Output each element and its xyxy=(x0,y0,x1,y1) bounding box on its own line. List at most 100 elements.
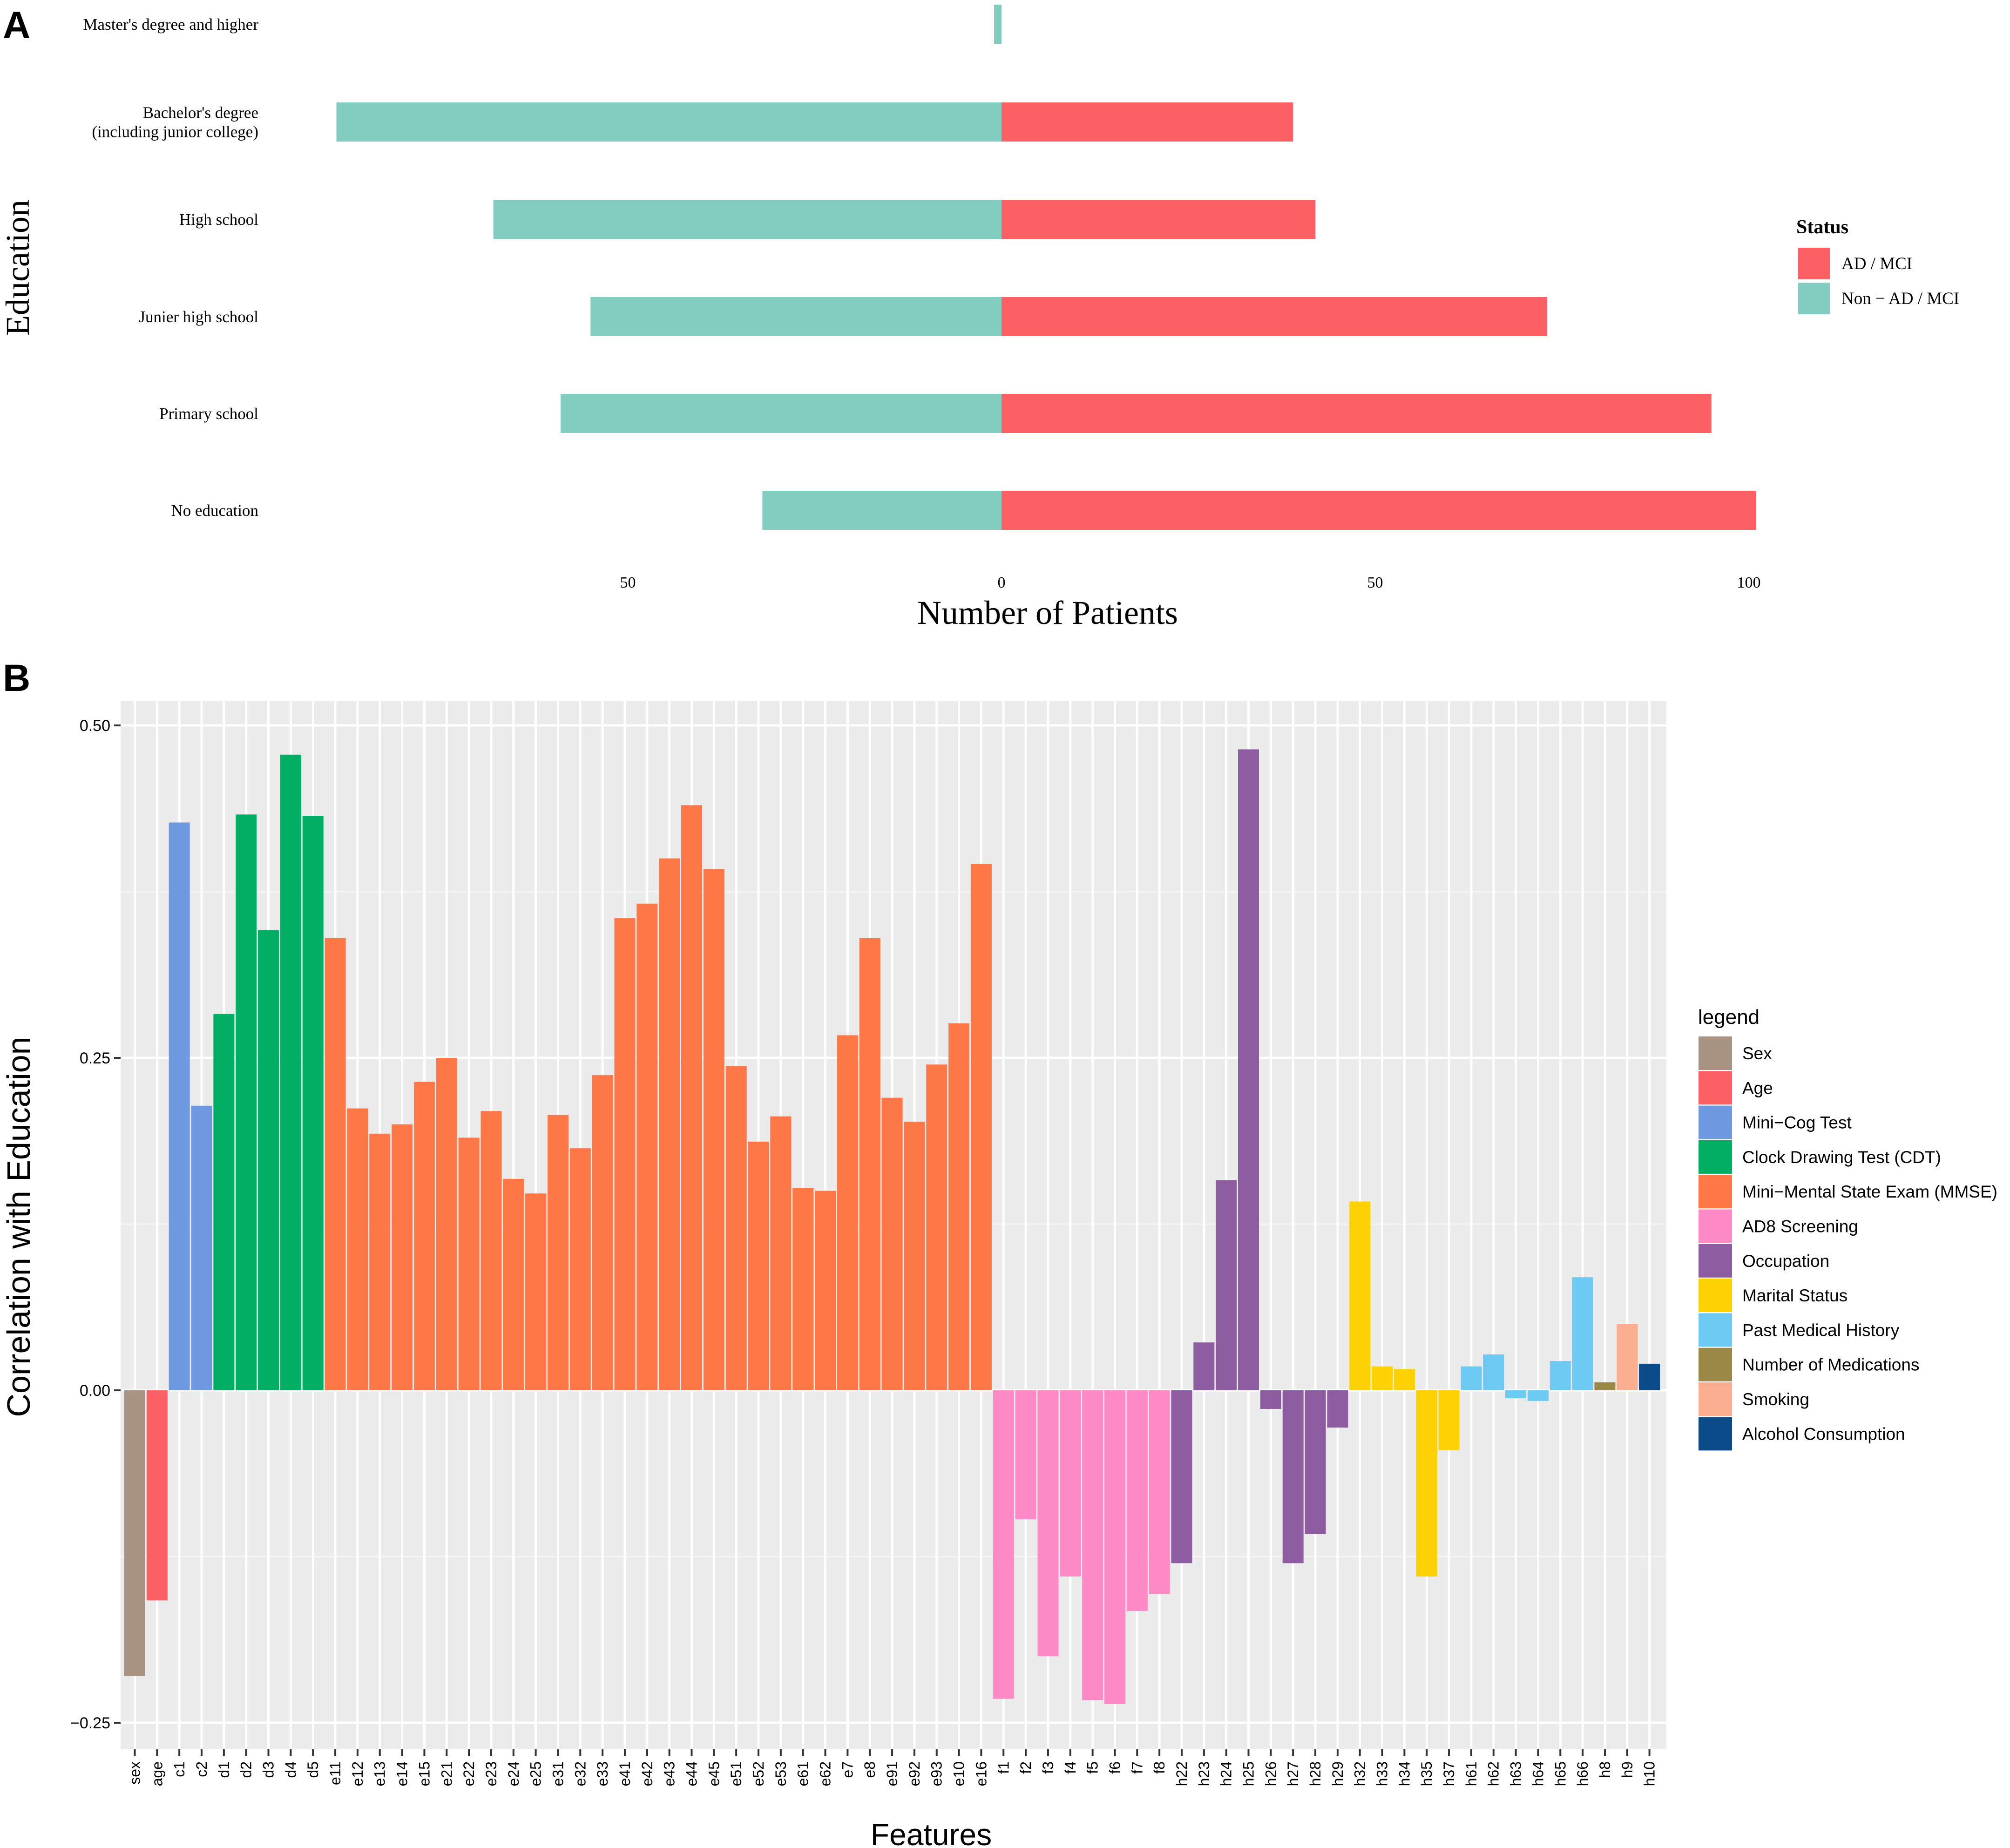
bar-non-ad-mci-1 xyxy=(336,102,1002,142)
x-tick-label-d2: d2 xyxy=(238,1761,255,1778)
bar-h61 xyxy=(1461,1366,1482,1390)
bar-d2 xyxy=(236,814,257,1390)
legend-label-10: Smoking xyxy=(1742,1390,1809,1409)
legend-swatch-1 xyxy=(1798,283,1830,314)
bar-ad-mci-4 xyxy=(1002,394,1712,433)
x-tick-label-e42: e42 xyxy=(639,1761,656,1786)
panel-b-x-axis-title: Features xyxy=(871,1817,992,1848)
x-tick-label-3: 100 xyxy=(1737,574,1761,591)
legend-swatch-9 xyxy=(1699,1347,1732,1381)
bar-e52 xyxy=(748,1141,769,1390)
bar-e92 xyxy=(904,1122,925,1390)
panel-b-x-tick-labels: sex age c1 c2 d1 d2 d3 d4 d5 e11 e12 e13 e14 e15 e21 e2… xyxy=(127,1749,1658,1786)
x-tick-label-h61: h61 xyxy=(1463,1761,1480,1786)
x-tick-label-e11: e11 xyxy=(327,1761,344,1785)
bar-h10 xyxy=(1639,1363,1660,1390)
bar-ad-mci-1 xyxy=(1002,102,1293,142)
bar-f7 xyxy=(1126,1390,1148,1611)
x-tick-label-e33: e33 xyxy=(594,1761,611,1786)
legend-label-4: Mini−Mental State Exam (MMSE) xyxy=(1742,1182,1997,1201)
bar-f3 xyxy=(1037,1390,1059,1657)
panel-b-legend: legend Sex Age Mini−Cog Test Clock Drawing … xyxy=(1698,1006,1997,1451)
x-tick-label-h37: h37 xyxy=(1441,1761,1457,1786)
panel-b-y-axis-title: Correlation with Education xyxy=(0,1036,37,1417)
x-tick-label-c1: c1 xyxy=(171,1761,188,1777)
bar-e23 xyxy=(481,1111,502,1390)
legend-label-0: Sex xyxy=(1742,1044,1772,1063)
x-tick-label-e21: e21 xyxy=(438,1761,455,1786)
panel-b-y-tick-labels: −0.25 0.00 0.25 0.50 xyxy=(70,717,121,1732)
x-tick-label-1: 0 xyxy=(998,574,1006,591)
bar-ad-mci-5 xyxy=(1002,491,1757,530)
panel-a-bars xyxy=(336,5,1757,530)
x-tick-label-h9: h9 xyxy=(1619,1761,1636,1778)
x-tick-label-e93: e93 xyxy=(928,1761,945,1786)
bar-h66 xyxy=(1572,1277,1593,1390)
legend-label-6: Occupation xyxy=(1742,1252,1829,1271)
bar-h25 xyxy=(1238,749,1259,1390)
bar-h34 xyxy=(1394,1369,1415,1390)
x-tick-label-d5: d5 xyxy=(305,1761,321,1778)
bar-e15 xyxy=(413,1082,435,1390)
bar-e91 xyxy=(881,1097,903,1390)
bar-h63 xyxy=(1505,1390,1527,1399)
bar-f6 xyxy=(1104,1390,1125,1705)
panel-a-label: A xyxy=(3,4,30,47)
panel-a-legend-title: Status xyxy=(1796,217,1848,238)
bar-non-ad-mci-2 xyxy=(493,200,1002,239)
bar-e32 xyxy=(569,1148,591,1390)
x-tick-label-h33: h33 xyxy=(1374,1761,1391,1786)
panel-a-category-labels: Master's degree and higher Bachelor's deg… xyxy=(83,15,258,520)
x-tick-label-e32: e32 xyxy=(572,1761,589,1786)
x-tick-label-age: age xyxy=(149,1761,165,1786)
x-tick-label-e61: e61 xyxy=(795,1761,812,1786)
x-tick-label-e51: e51 xyxy=(728,1761,744,1786)
x-tick-label-sex: sex xyxy=(127,1761,143,1785)
bar-e7 xyxy=(837,1035,858,1390)
bar-non-ad-mci-0 xyxy=(994,5,1002,44)
legend-label-5: AD8 Screening xyxy=(1742,1217,1858,1236)
x-tick-label-e13: e13 xyxy=(372,1761,388,1786)
bar-e51 xyxy=(725,1066,747,1390)
bar-e25 xyxy=(525,1193,547,1390)
x-tick-label-e23: e23 xyxy=(483,1761,500,1786)
legend-label-2: Mini−Cog Test xyxy=(1742,1113,1852,1132)
bar-h23 xyxy=(1193,1342,1215,1390)
bar-h35 xyxy=(1416,1390,1437,1577)
bar-e45 xyxy=(703,869,724,1390)
legend-label-1: Non − AD / MCI xyxy=(1841,289,1959,308)
bar-h62 xyxy=(1483,1354,1504,1390)
x-tick-label-e45: e45 xyxy=(705,1761,722,1786)
bar-non-ad-mci-5 xyxy=(762,491,1002,530)
bar-c1 xyxy=(169,822,190,1390)
bar-sex xyxy=(124,1390,145,1677)
x-tick-label-h64: h64 xyxy=(1529,1761,1546,1786)
x-tick-label-h10: h10 xyxy=(1641,1761,1658,1786)
legend-swatch-2 xyxy=(1699,1105,1732,1139)
bar-e41 xyxy=(614,918,636,1390)
bar-e31 xyxy=(547,1115,568,1390)
x-tick-label-e43: e43 xyxy=(661,1761,678,1786)
bar-h9 xyxy=(1617,1324,1638,1390)
bar-e21 xyxy=(436,1058,457,1390)
x-tick-label-d4: d4 xyxy=(282,1761,299,1778)
x-tick-label-e62: e62 xyxy=(817,1761,834,1786)
x-tick-label-e8: e8 xyxy=(861,1761,878,1778)
bar-d3 xyxy=(258,930,279,1390)
bar-h65 xyxy=(1550,1361,1571,1390)
panel-b-legend-title: legend xyxy=(1698,1006,1760,1029)
bar-d1 xyxy=(213,1014,235,1390)
bar-c2 xyxy=(191,1105,212,1390)
legend-swatch-3 xyxy=(1699,1140,1732,1174)
bar-e93 xyxy=(926,1064,947,1390)
legend-label-0: AD / MCI xyxy=(1841,254,1912,273)
bar-e8 xyxy=(859,938,880,1390)
x-tick-label-h66: h66 xyxy=(1574,1761,1591,1786)
category-label-0: Master's degree and higher xyxy=(83,15,258,34)
y-tick-label-1: 0.00 xyxy=(80,1382,110,1400)
bar-h8 xyxy=(1594,1382,1616,1390)
bar-age xyxy=(146,1390,168,1601)
legend-label-9: Number of Medications xyxy=(1742,1355,1919,1374)
x-tick-label-h34: h34 xyxy=(1396,1761,1413,1786)
